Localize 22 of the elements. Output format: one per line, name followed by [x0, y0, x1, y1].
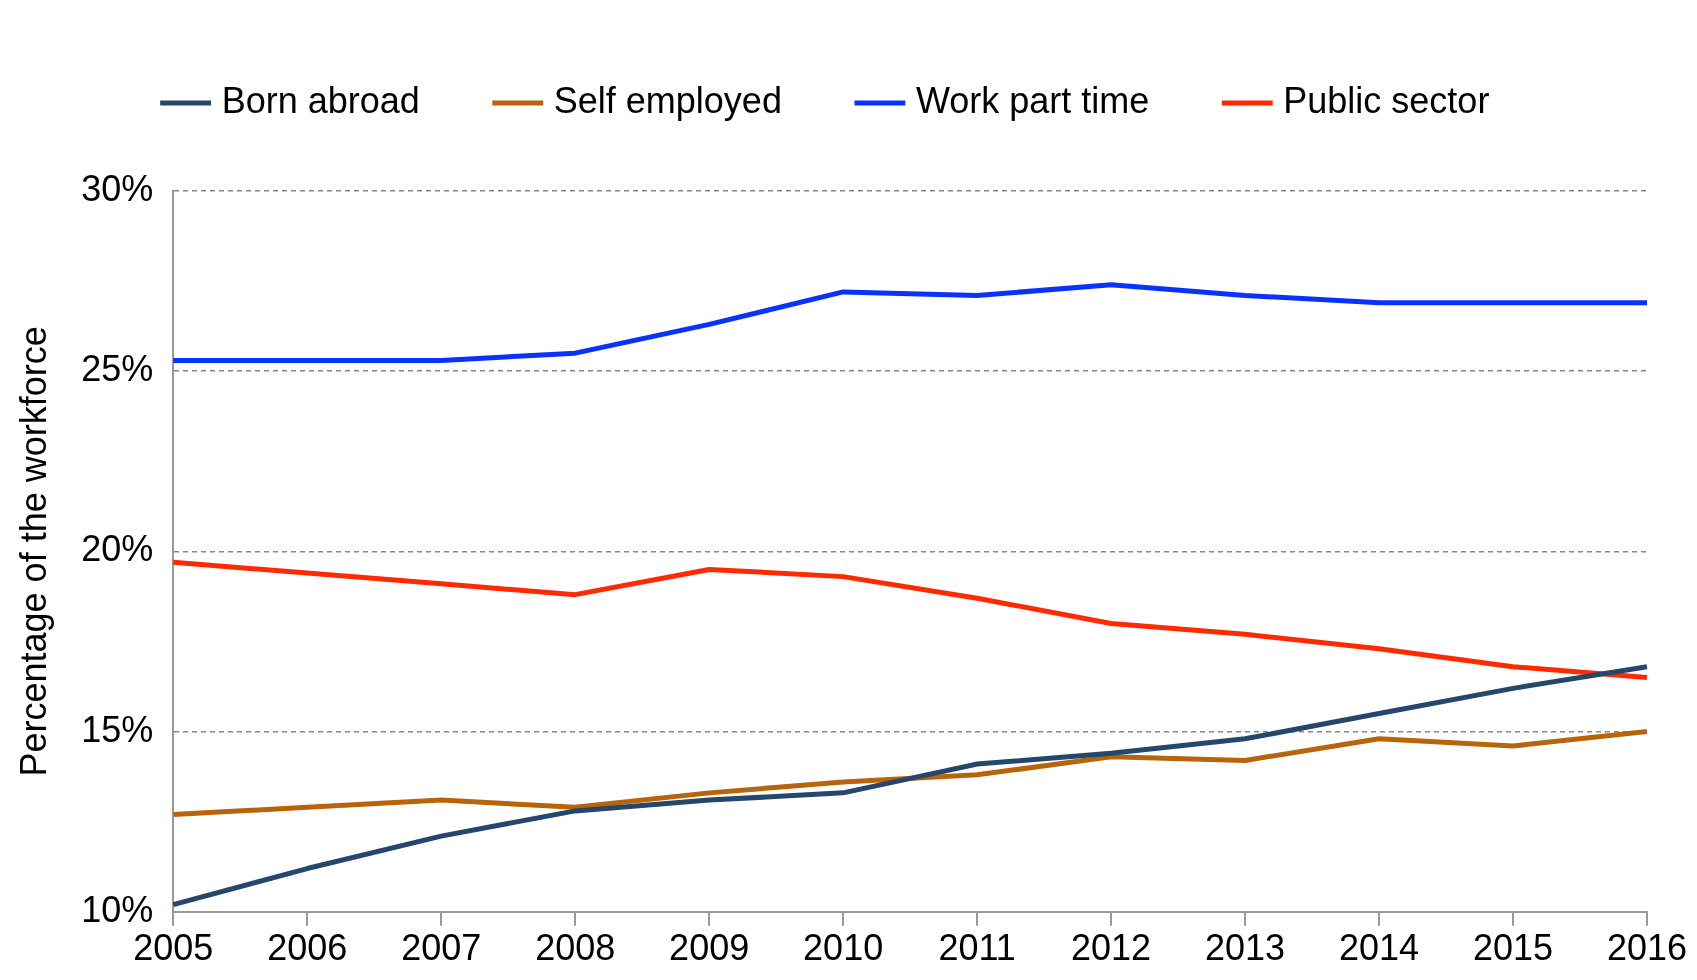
x-tick-label: 2016: [1606, 927, 1688, 969]
x-tick-label: 2014: [1339, 927, 1420, 969]
x-tick-label: 2008: [535, 927, 616, 969]
y-tick-label: 10%: [81, 888, 154, 930]
x-tick-label: 2013: [1205, 927, 1286, 969]
x-tick-label: 2007: [401, 927, 482, 969]
legend-label: Public sector: [1283, 79, 1490, 121]
y-tick-label: 20%: [81, 528, 154, 570]
y-axis-title: Percentage of the workforce: [12, 326, 54, 777]
x-tick-label: 2006: [267, 927, 348, 969]
x-tick-label: 2010: [803, 927, 884, 969]
y-tick-label: 15%: [81, 708, 154, 750]
x-tick-label: 2015: [1472, 927, 1554, 969]
x-tick-label: 2009: [669, 927, 750, 969]
legend-label: Self employed: [553, 79, 782, 121]
x-tick-label: 2012: [1071, 927, 1152, 969]
legend-label: Born abroad: [221, 79, 420, 121]
y-tick-label: 30%: [81, 167, 154, 209]
x-tick-label: 2005: [133, 927, 214, 969]
legend-label: Work part time: [915, 79, 1150, 121]
x-tick-label: 2011: [938, 927, 1016, 969]
y-tick-label: 25%: [81, 348, 154, 390]
